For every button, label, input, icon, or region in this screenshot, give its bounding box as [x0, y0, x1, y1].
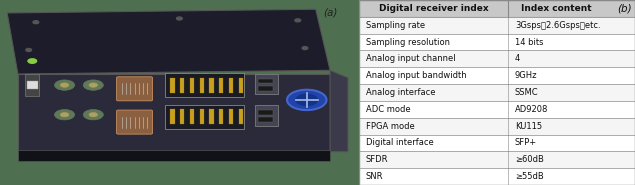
Circle shape — [83, 110, 104, 120]
Polygon shape — [330, 70, 348, 152]
Bar — [219, 109, 224, 124]
Bar — [210, 109, 213, 124]
FancyBboxPatch shape — [117, 110, 152, 134]
Text: SFDR: SFDR — [366, 155, 388, 164]
Text: 9GHz: 9GHz — [515, 71, 537, 80]
FancyBboxPatch shape — [165, 105, 244, 129]
Text: (b): (b) — [618, 3, 632, 13]
Text: SSMC: SSMC — [515, 88, 538, 97]
Circle shape — [295, 19, 300, 22]
Text: Analog interface: Analog interface — [366, 88, 435, 97]
Text: 4: 4 — [515, 54, 520, 63]
Text: 3Gsps，2.6Gsps，etc.: 3Gsps，2.6Gsps，etc. — [515, 21, 601, 30]
Bar — [180, 109, 184, 124]
Text: Digital receiver index: Digital receiver index — [378, 4, 488, 13]
Text: Sampling rate: Sampling rate — [366, 21, 425, 30]
Bar — [359, 34, 635, 51]
Bar — [229, 78, 233, 92]
FancyBboxPatch shape — [255, 74, 278, 94]
Bar — [170, 78, 175, 92]
Bar — [359, 151, 635, 168]
Bar — [359, 101, 635, 118]
Bar — [190, 78, 194, 92]
Text: SFP+: SFP+ — [515, 138, 537, 147]
Text: Analog input bandwidth: Analog input bandwidth — [366, 71, 466, 80]
Circle shape — [26, 48, 32, 51]
Text: 14 bits: 14 bits — [515, 38, 544, 47]
Circle shape — [55, 80, 75, 90]
Text: Index content: Index content — [521, 4, 592, 13]
Circle shape — [55, 110, 75, 120]
Bar — [239, 78, 243, 92]
Bar — [239, 109, 243, 124]
Bar — [229, 109, 233, 124]
Bar — [258, 110, 272, 115]
Text: Sampling resolution: Sampling resolution — [366, 38, 450, 47]
Bar — [199, 109, 204, 124]
Text: Analog input channel: Analog input channel — [366, 54, 455, 63]
Bar — [359, 67, 635, 84]
Bar — [258, 86, 272, 91]
FancyBboxPatch shape — [255, 105, 278, 126]
Bar — [18, 150, 330, 161]
Text: Digital interface: Digital interface — [366, 138, 434, 147]
Bar — [210, 78, 213, 92]
Circle shape — [89, 83, 98, 87]
Circle shape — [287, 90, 326, 110]
Bar — [170, 109, 175, 124]
Circle shape — [296, 94, 318, 105]
Polygon shape — [7, 9, 330, 74]
Text: SNR: SNR — [366, 172, 383, 181]
Bar — [258, 79, 272, 83]
Bar — [25, 74, 39, 96]
Bar — [180, 78, 184, 92]
Bar — [258, 117, 272, 122]
Bar — [359, 51, 635, 67]
Bar — [359, 134, 635, 151]
Circle shape — [60, 112, 69, 117]
Text: KU115: KU115 — [515, 122, 542, 131]
Text: (a): (a) — [323, 7, 337, 17]
Bar — [359, 17, 635, 34]
FancyBboxPatch shape — [165, 73, 244, 97]
Text: FPGA mode: FPGA mode — [366, 122, 415, 131]
FancyBboxPatch shape — [117, 77, 152, 101]
Bar — [190, 109, 194, 124]
Bar — [359, 168, 635, 185]
Bar — [359, 84, 635, 101]
Circle shape — [28, 59, 37, 63]
Text: ≥60dB: ≥60dB — [515, 155, 544, 164]
Circle shape — [60, 83, 69, 87]
Circle shape — [302, 47, 308, 50]
Bar — [199, 78, 204, 92]
Circle shape — [33, 21, 39, 24]
Text: AD9208: AD9208 — [515, 105, 548, 114]
Circle shape — [83, 80, 104, 90]
Bar — [219, 78, 224, 92]
Bar — [359, 118, 635, 134]
Bar — [359, 0, 635, 17]
Text: ADC mode: ADC mode — [366, 105, 410, 114]
Bar — [27, 81, 37, 89]
Circle shape — [89, 112, 98, 117]
Text: ≥55dB: ≥55dB — [515, 172, 544, 181]
Bar — [18, 74, 330, 152]
Circle shape — [177, 17, 182, 20]
